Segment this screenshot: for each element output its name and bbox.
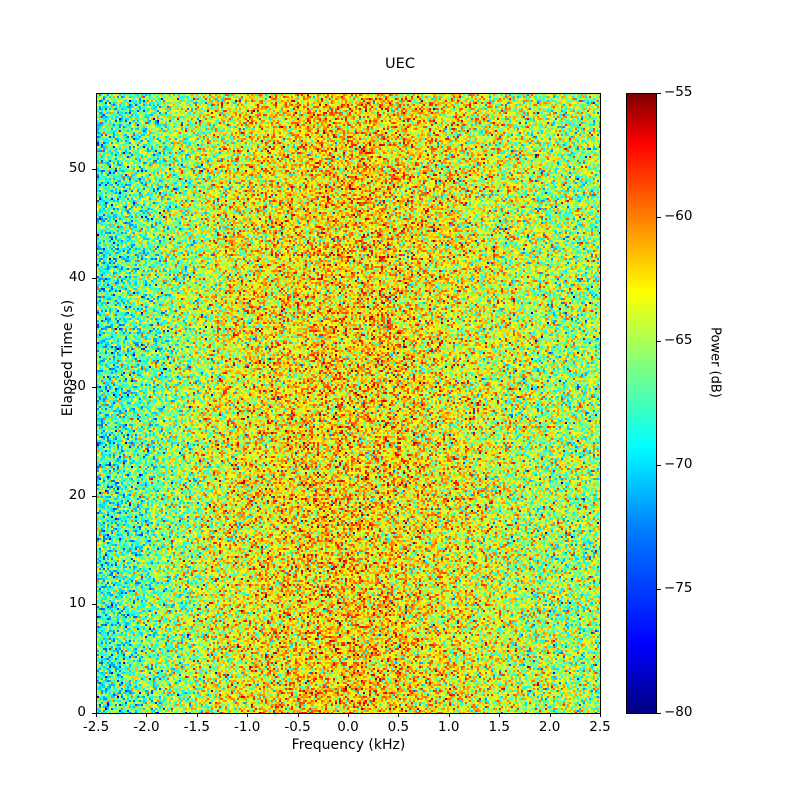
x-tick-label: -1.5 xyxy=(183,719,210,735)
y-tick-label: 20 xyxy=(68,486,86,503)
y-tick-mark xyxy=(92,713,96,714)
colorbar xyxy=(626,93,657,714)
y-tick-label: 40 xyxy=(68,268,86,285)
x-tick-label: 2.0 xyxy=(538,719,561,735)
x-tick-label: -0.5 xyxy=(284,719,311,735)
x-tick-label: 1.5 xyxy=(488,719,510,735)
colorbar-tick-label: −60 xyxy=(664,208,693,224)
x-tick-label: 1.0 xyxy=(438,719,460,735)
x-tick-mark xyxy=(348,713,349,717)
x-tick-mark xyxy=(96,713,97,717)
colorbar-tick-mark xyxy=(657,465,661,466)
y-tick-mark xyxy=(92,169,96,171)
y-axis-label: Elapsed Time (s) xyxy=(60,299,76,417)
colorbar-tick-mark xyxy=(657,217,661,218)
y-tick-label: 0 xyxy=(77,704,86,720)
x-axis-label: Frequency (kHz) xyxy=(291,737,406,753)
colorbar-tick-mark xyxy=(657,341,661,342)
x-tick-mark xyxy=(448,713,450,717)
colorbar-tick-label: −65 xyxy=(664,332,693,348)
x-tick-label: -2.5 xyxy=(82,719,110,735)
y-tick-label: 30 xyxy=(68,377,86,394)
x-tick-mark xyxy=(600,713,601,717)
x-tick-label: -2.0 xyxy=(133,719,160,735)
colorbar-tick-label: −75 xyxy=(664,580,693,596)
x-tick-mark xyxy=(549,713,551,717)
y-tick-mark xyxy=(92,386,96,388)
x-tick-label: 2.5 xyxy=(589,719,611,735)
x-tick-mark xyxy=(297,713,299,717)
y-tick-mark xyxy=(92,604,96,606)
colorbar-label: Power (dB) xyxy=(707,327,723,398)
spectrogram-image xyxy=(97,94,600,713)
colorbar-gradient xyxy=(627,94,656,713)
x-tick-mark xyxy=(499,713,501,717)
page-title: UEC xyxy=(385,56,415,73)
y-tick-mark xyxy=(92,495,96,497)
colorbar-tick-mark xyxy=(657,713,661,714)
y-tick-mark xyxy=(92,277,96,279)
x-tick-label: 0.0 xyxy=(337,719,359,735)
x-tick-label: -1.0 xyxy=(234,719,261,735)
x-tick-label: 0.5 xyxy=(387,719,410,735)
x-tick-mark xyxy=(398,713,400,717)
colorbar-tick-label: −80 xyxy=(664,704,693,720)
colorbar-tick-label: −55 xyxy=(664,84,693,100)
y-tick-label: 10 xyxy=(68,595,86,612)
colorbar-tick-label: −70 xyxy=(664,456,693,472)
x-tick-mark xyxy=(146,713,148,717)
y-tick-label: 50 xyxy=(68,160,86,177)
x-tick-mark xyxy=(196,713,198,717)
colorbar-tick-mark xyxy=(657,589,661,590)
spectrogram-plot-area xyxy=(96,93,601,714)
x-tick-mark xyxy=(247,713,249,717)
colorbar-tick-mark xyxy=(657,93,661,94)
